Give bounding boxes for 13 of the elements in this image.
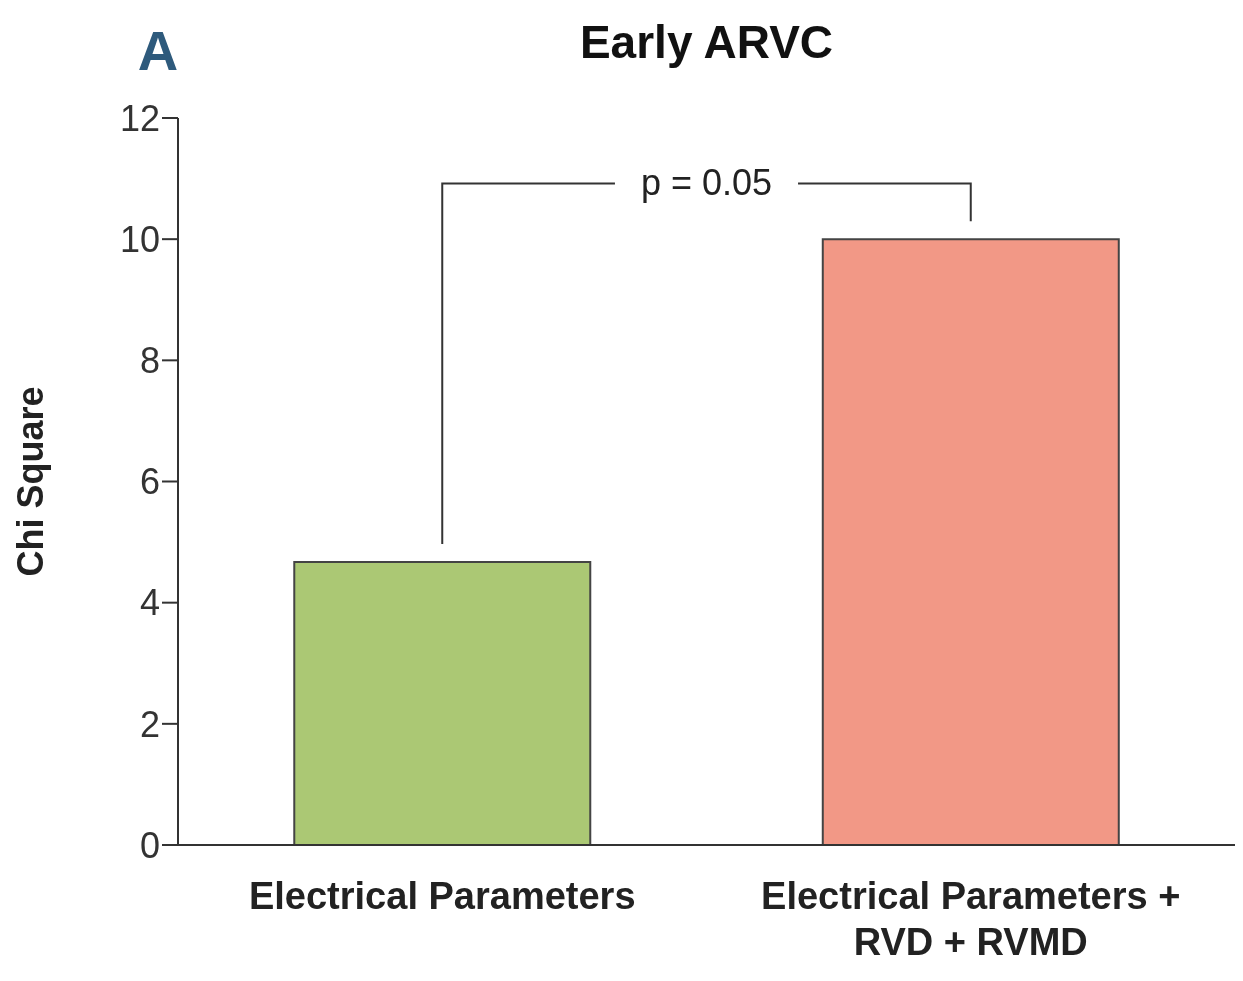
text: A	[137, 19, 179, 82]
y-tick-label: 2	[139, 703, 160, 745]
y-tick-label: 4	[139, 582, 160, 624]
y-tick-label: 12	[119, 97, 160, 139]
x-tick-label: Electrical Parameters + RVD + RVMD	[761, 875, 1181, 963]
y-tick-label: 8	[139, 340, 160, 382]
annotation: p = 0.05	[640, 162, 773, 204]
y-tick-label: 6	[139, 461, 160, 503]
x-tick-label: Electrical Parameters	[248, 875, 636, 917]
y-tick-label: 0	[139, 824, 160, 866]
y-axis-title: Chi Square	[9, 386, 51, 577]
y-tick-label: 10	[119, 218, 160, 260]
chart-title: Early ARVC	[579, 16, 834, 68]
